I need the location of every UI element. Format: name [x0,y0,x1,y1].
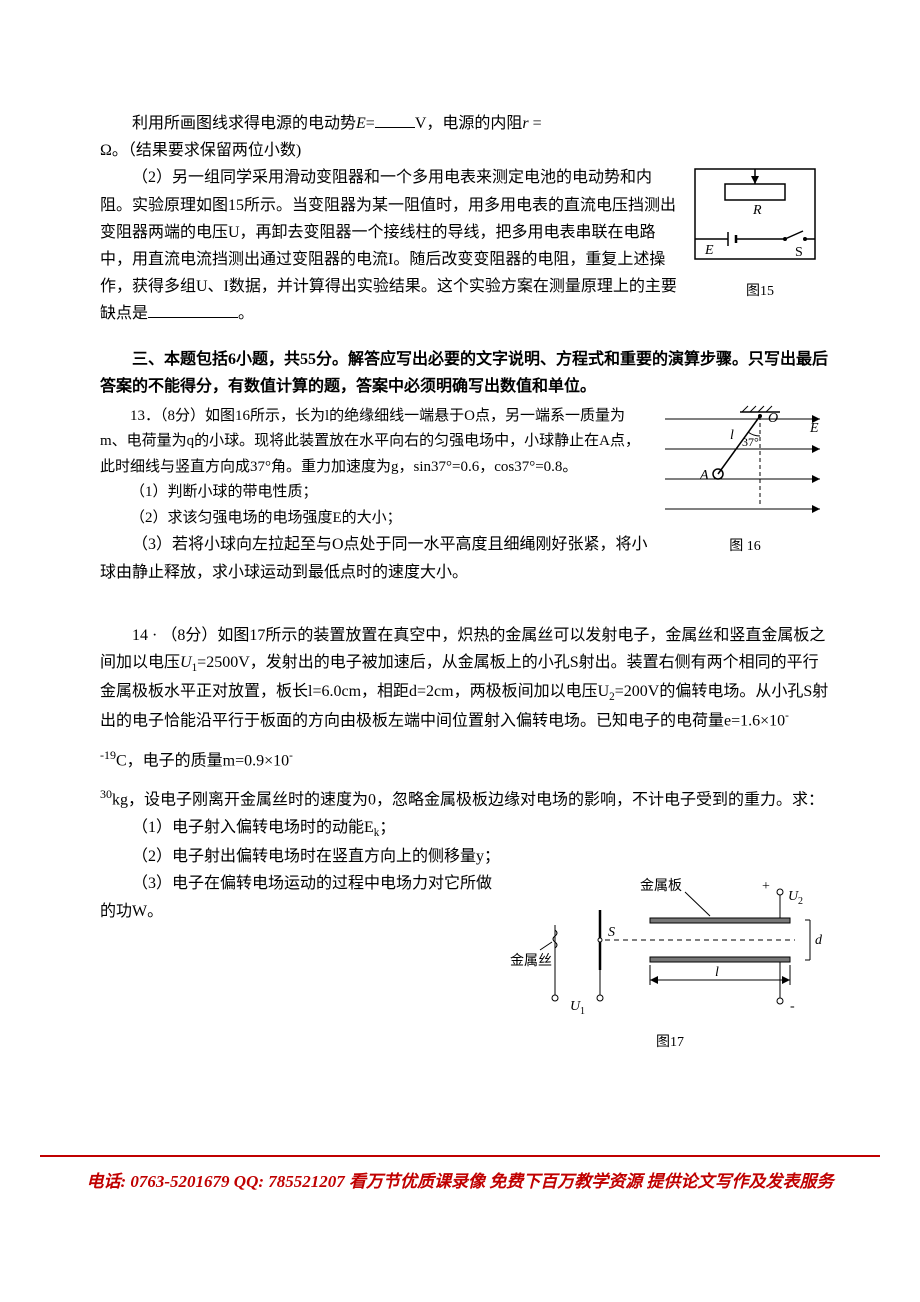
q14-p1e-txt: kg，设电子刚离开金属丝时的速度为0，忽略金属极板边缘对电场的影响，不计电子受到… [112,792,824,809]
blank-defect [148,301,238,318]
q12-line2: Ω。（结果要求保留两位小数) [100,137,830,164]
svg-text:l: l [715,965,719,980]
sup19num: -19 [100,748,116,762]
svg-text:A: A [699,468,709,483]
svg-text:d: d [815,933,823,948]
figure-17: S d l U 2 + - U 1 金属板 [510,870,830,1055]
svg-text:2: 2 [798,896,803,907]
fig17-svg: S d l U 2 + - U 1 金属板 [510,870,830,1020]
q14-s1-tail: ； [379,819,395,836]
sup-19: - [785,710,789,722]
svg-text:-: - [790,999,795,1014]
sup30num: 30 [100,787,112,801]
q14-p1: 14 · （8分）如图17所示的装置放置在真空中，炽热的金属丝可以发射电子，金属… [100,622,830,735]
q12-2-body: （2）另一组同学采用滑动变阻器和一个多用电表来测定电池的电动势和内阻。实验原理如… [100,169,677,322]
svg-text:金属板: 金属板 [640,878,682,894]
section-3-heading: 三、本题包括6小题，共55分。解答应写出必要的文字说明、方程式和重要的演算步骤。… [100,346,830,400]
svg-text:1: 1 [580,1006,585,1017]
fig17-caption: 图17 [510,1031,830,1055]
svg-text:37°: 37° [742,435,759,449]
svg-text:O: O [768,411,778,426]
q14-u1val: =2500V，发射出的电子被加速后，从金属板上的小孔 [197,654,570,671]
svg-text:E: E [809,421,819,436]
q14-p1d: -19C，电子的质量m=0.9×10- [100,745,830,775]
q14-p1d-txt: C，电子的质量m=0.9×10 [116,752,289,769]
fig15-svg: R E S [690,164,830,269]
blank-emf [375,111,415,128]
q12-line1: 利用所画图线求得电源的电动势E=V，电源的内阻r = [100,110,830,137]
q14-s1-txt: （1）电子射入偏转电场时的动能E [132,819,374,836]
sym-U1: U [180,654,192,671]
svg-text:S: S [795,245,803,260]
txt: 利用所画图线求得电源的电动势 [132,115,356,132]
figure-16: O E 37° l A 图 16 [660,404,830,559]
svg-text:+: + [762,879,770,894]
svg-text:S: S [608,925,615,940]
sym-r: r [522,115,528,132]
txt2: V，电源的内阻 [415,115,523,132]
q14-s1: （1）电子射入偏转电场时的动能Ek； [100,814,830,843]
footer-text: 电话: 0763-5201679 QQ: 785521207 看万节优质课录像 … [86,1172,833,1191]
svg-text:R: R [752,203,762,218]
q12-2-tail: 。 [238,305,254,322]
fig16-svg: O E 37° l A [660,404,830,524]
svg-text:金属丝: 金属丝 [510,953,552,969]
q14-s2: （2）电子射出偏转电场时在竖直方向上的侧移量y； [100,843,830,870]
sup-neg2: - [289,750,293,762]
svg-text:l: l [730,428,734,443]
svg-text:E: E [704,243,714,258]
sym-E: E [356,115,366,132]
fig16-caption: 图 16 [660,535,830,559]
eq: = [366,115,375,132]
fig15-caption: 图15 [690,280,830,304]
footer: 电话: 0763-5201679 QQ: 785521207 看万节优质课录像 … [40,1155,880,1192]
q14-p1e: 30kg，设电子刚离开金属丝时的速度为0，忽略金属极板边缘对电场的影响，不计电子… [100,784,830,814]
figure-15: R E S 图15 [690,164,830,304]
